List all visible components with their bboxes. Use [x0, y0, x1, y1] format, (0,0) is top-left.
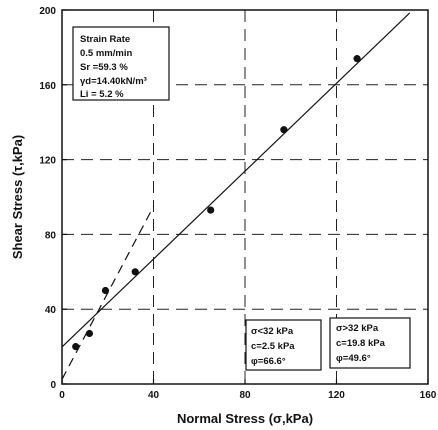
- y-axis-label: Shear Stress (τ,kPa): [10, 135, 25, 259]
- data-point: [353, 55, 361, 63]
- data-point: [280, 126, 288, 134]
- test-cond-line-4: Li = 5.2 %: [80, 89, 124, 100]
- low-stress-line-2: φ=66.6°: [251, 356, 286, 367]
- test-cond-line-1: 0.5 mm/min: [80, 48, 132, 59]
- x-tick-label: 120: [328, 390, 345, 401]
- data-point: [72, 343, 80, 351]
- test-cond-line-3: γd=14.40kN/m³: [80, 76, 147, 87]
- y-tick-label: 40: [45, 305, 57, 316]
- data-point: [101, 286, 110, 295]
- fit-line-high-stress: [61, 12, 411, 348]
- x-tick-label: 80: [239, 390, 251, 401]
- high-stress-line-2: φ=49.6°: [336, 353, 371, 364]
- high-stress-box: σ>32 kPa c=19.8 kPa φ=49.6°: [329, 317, 411, 369]
- data-points: [72, 55, 361, 351]
- y-tick-label: 0: [50, 380, 56, 391]
- high-stress-line-1: c=19.8 kPa: [336, 338, 386, 349]
- low-stress-line-0: σ<32 kPa: [251, 326, 294, 337]
- y-tick-label: 120: [39, 156, 56, 167]
- y-tick-label: 160: [39, 81, 56, 92]
- x-tick-label: 40: [148, 390, 160, 401]
- data-point: [207, 206, 215, 214]
- x-tick-label: 0: [59, 390, 65, 401]
- x-tick-label: 160: [420, 390, 437, 401]
- high-stress-line-0: σ>32 kPa: [336, 323, 379, 334]
- test-cond-line-2: Sr =59.3 %: [80, 62, 128, 73]
- test-cond-line-0: Strain Rate: [80, 34, 130, 45]
- low-stress-line-1: c=2.5 kPa: [251, 341, 295, 352]
- y-tick-label: 80: [45, 230, 57, 241]
- low-stress-box: σ<32 kPa c=2.5 kPa φ=66.6°: [245, 319, 322, 371]
- ticks: 0 40 80 120 160 0 40 80 120 160 200: [39, 6, 436, 401]
- x-axis-label: Normal Stress (σ,kPa): [177, 411, 313, 426]
- data-point: [85, 329, 94, 338]
- test-conditions-box: Strain Rate 0.5 mm/min Sr =59.3 % γd=14.…: [72, 26, 170, 101]
- y-tick-label: 200: [39, 6, 56, 17]
- data-point: [131, 268, 139, 276]
